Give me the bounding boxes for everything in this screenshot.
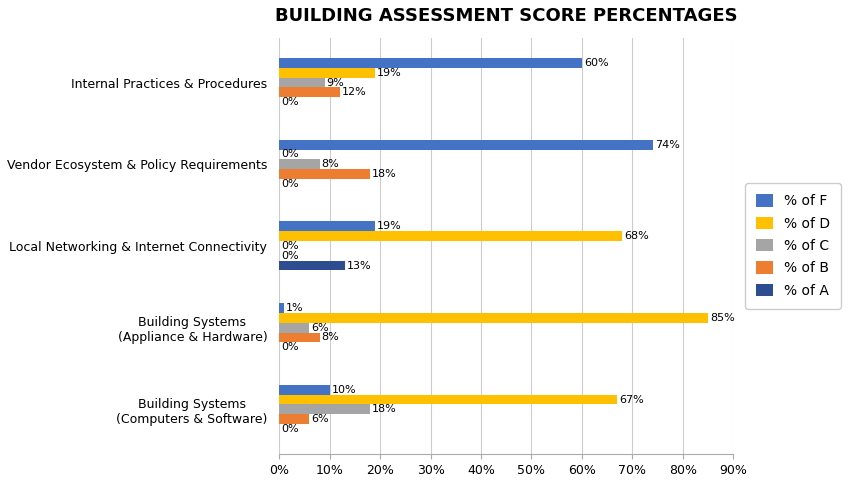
Bar (279, 405, 370, 414)
Bar (279, 222, 375, 231)
Bar (279, 231, 622, 241)
Text: 0%: 0% (281, 342, 298, 352)
Text: 0%: 0% (281, 241, 298, 251)
Text: 6%: 6% (311, 414, 329, 424)
Bar (279, 169, 370, 179)
Bar (279, 394, 617, 405)
Text: 0%: 0% (281, 97, 298, 107)
Text: 74%: 74% (654, 140, 679, 150)
Text: 10%: 10% (332, 385, 356, 395)
Text: 6%: 6% (311, 323, 329, 333)
Text: 0%: 0% (281, 424, 298, 434)
Bar (279, 333, 320, 342)
Bar (279, 414, 309, 424)
Text: 68%: 68% (625, 231, 649, 241)
Text: 0%: 0% (281, 150, 298, 159)
Text: 13%: 13% (347, 260, 371, 271)
Bar (279, 88, 340, 97)
Bar (279, 140, 653, 150)
Text: 18%: 18% (372, 169, 397, 179)
Text: 19%: 19% (377, 68, 402, 78)
Text: 8%: 8% (321, 159, 339, 169)
Text: 67%: 67% (620, 394, 644, 405)
Text: 8%: 8% (321, 333, 339, 343)
Bar (279, 77, 325, 88)
Bar (279, 261, 345, 271)
Bar (279, 303, 284, 313)
Text: 85%: 85% (711, 313, 735, 323)
Legend: % of F, % of D, % of C, % of B, % of A: % of F, % of D, % of C, % of B, % of A (745, 183, 841, 309)
Text: 0%: 0% (281, 251, 298, 261)
Text: 60%: 60% (584, 58, 609, 68)
Text: 18%: 18% (372, 405, 397, 414)
Bar (279, 58, 582, 68)
Bar (279, 385, 330, 394)
Text: 19%: 19% (377, 221, 402, 231)
Bar (279, 313, 708, 323)
Text: 12%: 12% (342, 87, 366, 97)
Text: 0%: 0% (281, 179, 298, 189)
Bar (279, 323, 309, 333)
Bar (279, 68, 375, 77)
Title: BUILDING ASSESSMENT SCORE PERCENTAGES: BUILDING ASSESSMENT SCORE PERCENTAGES (275, 7, 738, 25)
Text: 9%: 9% (326, 77, 344, 88)
Bar (279, 159, 320, 169)
Text: 1%: 1% (286, 303, 303, 313)
